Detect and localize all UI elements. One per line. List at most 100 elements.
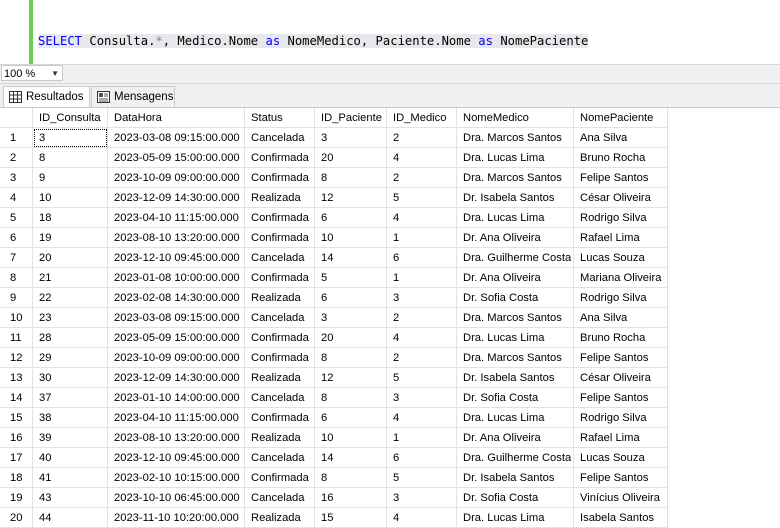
table-cell[interactable]: Isabela Santos <box>573 507 668 528</box>
code-line-1[interactable]: SELECT Consulta.*, Medico.Nome as NomeMe… <box>38 33 589 50</box>
table-cell[interactable]: Ana Silva <box>573 127 668 148</box>
table-row[interactable]: 12 29 2023-10-09 09:00:00.000 Confirmada 8 2 D… <box>0 347 668 368</box>
table-cell[interactable]: 2023-05-09 15:00:00.000 <box>107 327 245 348</box>
table-cell[interactable]: 20 <box>314 147 387 168</box>
table-cell[interactable]: Confirmada <box>244 467 315 488</box>
table-row[interactable]: 1 3 2023-03-08 09:15:00.000 Cancelada 3 2 Dra.… <box>0 127 668 148</box>
table-cell[interactable]: 20 <box>314 327 387 348</box>
row-number-header[interactable] <box>0 108 33 128</box>
table-cell[interactable]: Cancelada <box>244 307 315 328</box>
table-cell[interactable]: 2023-03-08 09:15:00.000 <box>107 127 245 148</box>
table-cell[interactable]: Dra. Marcos Santos <box>456 347 574 368</box>
table-cell[interactable]: 6 <box>314 207 387 228</box>
table-cell[interactable]: 14 <box>314 247 387 268</box>
row-number[interactable]: 18 <box>0 467 33 488</box>
table-cell[interactable]: 3 <box>386 487 457 508</box>
table-row[interactable]: 10 23 2023-03-08 09:15:00.000 Cancelada 3 2 Dr… <box>0 307 668 328</box>
table-cell[interactable]: 6 <box>314 407 387 428</box>
table-cell[interactable]: 10 <box>314 227 387 248</box>
table-cell[interactable]: 2023-02-08 14:30:00.000 <box>107 287 245 308</box>
table-row[interactable]: 8 21 2023-01-08 10:00:00.000 Confirmada 5 1 Dr… <box>0 267 668 288</box>
tab-mensagens[interactable]: Mensagens <box>91 86 175 107</box>
table-cell[interactable]: 12 <box>314 187 387 208</box>
table-cell[interactable]: 4 <box>386 327 457 348</box>
table-cell[interactable]: Bruno Rocha <box>573 327 668 348</box>
table-cell[interactable]: 23 <box>32 307 108 328</box>
table-cell[interactable]: Cancelada <box>244 487 315 508</box>
table-cell[interactable]: 8 <box>314 467 387 488</box>
table-cell[interactable]: Confirmada <box>244 167 315 188</box>
table-cell[interactable]: 2023-03-08 09:15:00.000 <box>107 307 245 328</box>
table-cell[interactable]: Dra. Lucas Lima <box>456 327 574 348</box>
table-cell[interactable]: 2023-12-09 14:30:00.000 <box>107 367 245 388</box>
table-cell[interactable]: Ana Silva <box>573 307 668 328</box>
table-row[interactable]: 16 39 2023-08-10 13:20:00.000 Realizada 10 1 D… <box>0 427 668 448</box>
table-cell[interactable]: 2023-05-09 15:00:00.000 <box>107 147 245 168</box>
table-cell[interactable]: Rafael Lima <box>573 427 668 448</box>
table-cell[interactable]: Vinícius Oliveira <box>573 487 668 508</box>
table-row[interactable]: 2 8 2023-05-09 15:00:00.000 Confirmada 20 4 Dr… <box>0 147 668 168</box>
table-cell[interactable]: Realizada <box>244 427 315 448</box>
table-cell[interactable]: 2023-12-10 09:45:00.000 <box>107 447 245 468</box>
table-cell[interactable]: Realizada <box>244 187 315 208</box>
table-cell[interactable]: 12 <box>314 367 387 388</box>
table-row[interactable]: 3 9 2023-10-09 09:00:00.000 Confirmada 8 2 Dra… <box>0 167 668 188</box>
table-cell[interactable]: Dra. Lucas Lima <box>456 407 574 428</box>
table-cell[interactable]: 15 <box>314 507 387 528</box>
table-cell[interactable]: Dra. Marcos Santos <box>456 307 574 328</box>
table-row[interactable]: 5 18 2023-04-10 11:15:00.000 Confirmada 6 4 Dr… <box>0 207 668 228</box>
table-cell[interactable]: 1 <box>386 427 457 448</box>
table-cell[interactable]: Dra. Marcos Santos <box>456 127 574 148</box>
row-number[interactable]: 1 <box>0 127 33 148</box>
row-number[interactable]: 3 <box>0 167 33 188</box>
table-cell[interactable]: 3 <box>314 127 387 148</box>
table-cell[interactable]: Dra. Lucas Lima <box>456 507 574 528</box>
table-cell[interactable]: 5 <box>386 367 457 388</box>
table-cell[interactable]: Realizada <box>244 287 315 308</box>
table-cell[interactable]: Dr. Isabela Santos <box>456 467 574 488</box>
table-cell[interactable]: Bruno Rocha <box>573 147 668 168</box>
table-cell[interactable]: Realizada <box>244 507 315 528</box>
table-cell[interactable]: 20 <box>32 247 108 268</box>
row-number[interactable]: 7 <box>0 247 33 268</box>
table-row[interactable]: 15 38 2023-04-10 11:15:00.000 Confirmada 6 4 D… <box>0 407 668 428</box>
table-cell[interactable]: 28 <box>32 327 108 348</box>
table-cell[interactable]: 5 <box>386 187 457 208</box>
table-cell[interactable]: 2023-12-10 09:45:00.000 <box>107 247 245 268</box>
row-number[interactable]: 19 <box>0 487 33 508</box>
table-cell[interactable]: Dr. Ana Oliveira <box>456 227 574 248</box>
table-cell[interactable]: 29 <box>32 347 108 368</box>
row-number[interactable]: 15 <box>0 407 33 428</box>
column-header[interactable]: DataHora <box>107 108 245 128</box>
column-header[interactable]: ID_Paciente <box>314 108 387 128</box>
results-grid[interactable]: ID_Consulta DataHora Status ID_Paciente … <box>0 107 780 528</box>
table-cell[interactable]: 40 <box>32 447 108 468</box>
column-header[interactable]: NomePaciente <box>573 108 668 128</box>
table-cell[interactable]: 8 <box>314 347 387 368</box>
table-cell[interactable]: Cancelada <box>244 127 315 148</box>
column-header[interactable]: ID_Medico <box>386 108 457 128</box>
table-cell[interactable]: 2 <box>386 347 457 368</box>
table-cell[interactable]: 44 <box>32 507 108 528</box>
table-cell[interactable]: 2023-10-09 09:00:00.000 <box>107 167 245 188</box>
table-cell[interactable]: Felipe Santos <box>573 347 668 368</box>
table-cell[interactable]: 16 <box>314 487 387 508</box>
table-cell[interactable]: César Oliveira <box>573 187 668 208</box>
table-cell[interactable]: 39 <box>32 427 108 448</box>
table-cell[interactable]: Dr. Sofia Costa <box>456 387 574 408</box>
table-cell[interactable]: Lucas Souza <box>573 447 668 468</box>
table-cell[interactable]: 30 <box>32 367 108 388</box>
table-row[interactable]: 7 20 2023-12-10 09:45:00.000 Cancelada 14 6 Dr… <box>0 247 668 268</box>
row-number[interactable]: 2 <box>0 147 33 168</box>
table-cell[interactable]: 2023-08-10 13:20:00.000 <box>107 427 245 448</box>
row-number[interactable]: 14 <box>0 387 33 408</box>
chevron-down-icon[interactable]: ▼ <box>51 69 59 78</box>
column-header[interactable]: Status <box>244 108 315 128</box>
table-cell[interactable]: 4 <box>386 147 457 168</box>
table-cell[interactable]: 4 <box>386 507 457 528</box>
table-row[interactable]: 19 43 2023-10-10 06:45:00.000 Cancelada 16 3 D… <box>0 487 668 508</box>
table-cell[interactable]: 3 <box>386 387 457 408</box>
table-cell[interactable]: 10 <box>32 187 108 208</box>
table-cell[interactable]: Confirmada <box>244 267 315 288</box>
table-row[interactable]: 6 19 2023-08-10 13:20:00.000 Confirmada 10 1 D… <box>0 227 668 248</box>
